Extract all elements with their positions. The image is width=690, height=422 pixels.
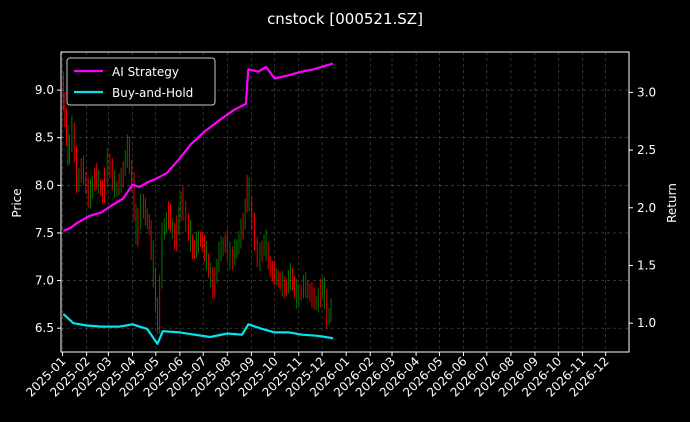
- y-left-tick-label: 7.5: [35, 226, 54, 240]
- series-line-ai-strategy: [62, 62, 334, 232]
- y-right-tick-label: 1.5: [637, 258, 656, 272]
- y-axis-left-label: Price: [10, 188, 24, 217]
- y-left-tick-label: 8.5: [35, 131, 54, 145]
- y-right-tick-label: 3.0: [637, 85, 656, 99]
- chart-title: cnstock [000521.SZ]: [267, 10, 423, 28]
- legend-label: AI Strategy: [112, 65, 179, 79]
- y-left-tick-label: 8.0: [35, 178, 54, 192]
- legend-box: [66, 57, 216, 106]
- legend: AI Strategy Buy-and-Hold: [66, 57, 216, 106]
- legend-label: Buy-and-Hold: [112, 86, 193, 100]
- y-right-tick-label: 2.5: [637, 143, 656, 157]
- y-left-tick-label: 7.0: [35, 274, 54, 288]
- y-left-tick-label: 6.5: [35, 321, 54, 335]
- series-line-buy-and-hold: [62, 313, 334, 345]
- y-right-tick-label: 1.0: [637, 316, 656, 330]
- y-left-tick-label: 9.0: [35, 83, 54, 97]
- y-axis-right-label: Return: [665, 183, 679, 223]
- plot-frame: [60, 51, 630, 353]
- y-right-tick-label: 2.0: [637, 201, 656, 215]
